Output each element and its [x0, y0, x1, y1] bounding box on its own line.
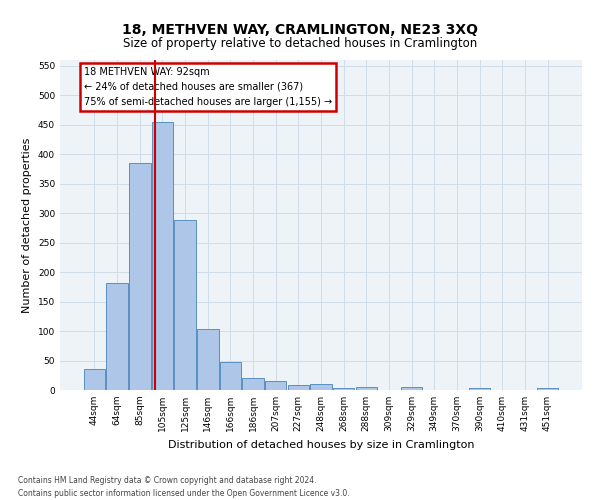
- Text: 18 METHVEN WAY: 92sqm
← 24% of detached houses are smaller (367)
75% of semi-det: 18 METHVEN WAY: 92sqm ← 24% of detached …: [84, 67, 332, 106]
- Bar: [469, 388, 490, 390]
- Bar: [175, 220, 196, 390]
- Bar: [356, 387, 377, 390]
- Bar: [333, 388, 355, 390]
- Text: Contains HM Land Registry data © Crown copyright and database right 2024.
Contai: Contains HM Land Registry data © Crown c…: [18, 476, 350, 498]
- Y-axis label: Number of detached properties: Number of detached properties: [22, 138, 32, 312]
- Bar: [197, 330, 218, 390]
- Text: 18, METHVEN WAY, CRAMLINGTON, NE23 3XQ: 18, METHVEN WAY, CRAMLINGTON, NE23 3XQ: [122, 22, 478, 36]
- Bar: [287, 386, 309, 390]
- Bar: [537, 388, 558, 390]
- Bar: [152, 122, 173, 390]
- Bar: [310, 384, 332, 390]
- Bar: [265, 381, 286, 390]
- Bar: [401, 387, 422, 390]
- Bar: [106, 283, 128, 390]
- Bar: [242, 378, 264, 390]
- Bar: [84, 370, 105, 390]
- Bar: [129, 163, 151, 390]
- Bar: [220, 362, 241, 390]
- X-axis label: Distribution of detached houses by size in Cramlington: Distribution of detached houses by size …: [168, 440, 474, 450]
- Text: Size of property relative to detached houses in Cramlington: Size of property relative to detached ho…: [123, 38, 477, 51]
